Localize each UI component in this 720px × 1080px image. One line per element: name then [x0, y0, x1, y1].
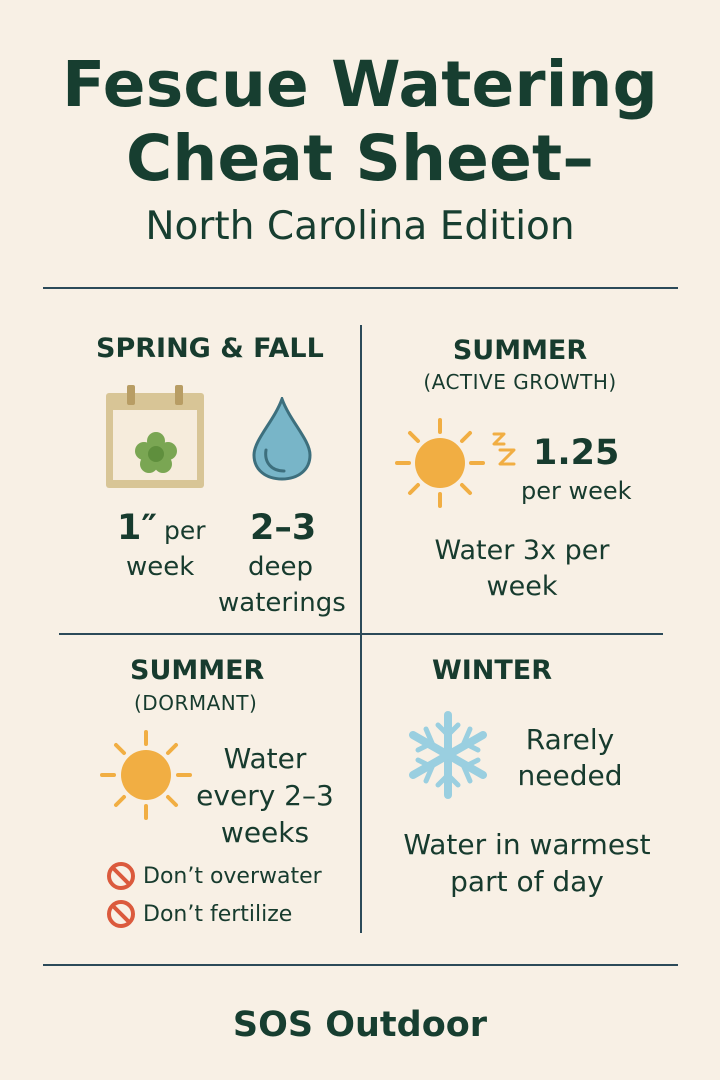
spring-fall-heading: SPRING & FALL: [96, 333, 324, 364]
summer-active-frequency-1: Water 3x per: [434, 535, 610, 566]
footer-divider: [43, 964, 678, 966]
winter-needed-2: needed: [517, 759, 623, 792]
spring-fall-amount-unit-2: week: [126, 552, 195, 582]
warning-fertilize-text: Don’t fertilize: [143, 901, 293, 927]
summer-dormant-note: (DORMANT): [134, 691, 258, 715]
vertical-divider: [360, 325, 362, 933]
summer-active-note: (ACTIVE GROWTH): [423, 370, 617, 394]
summer-active-amount-value: 1.25: [533, 433, 620, 473]
spring-fall-waterings-value: 2–3: [250, 508, 317, 548]
subtitle: North Carolina Edition: [145, 204, 575, 249]
winter-tip-1: Water in warmest: [403, 828, 651, 861]
spring-fall-amount-unit-1: per: [164, 516, 206, 545]
spring-fall-waterings-text-2: waterings: [218, 588, 346, 618]
summer-dormant-water-1: Water: [223, 742, 307, 775]
warning-overwater-text: Don’t overwater: [143, 863, 322, 889]
sun-icon: [94, 729, 196, 821]
middle-divider: [59, 633, 663, 635]
header-divider: [43, 287, 678, 289]
title-line-2: Cheat Sheet–: [125, 122, 595, 195]
spring-fall-waterings-text-1: deep: [248, 552, 313, 582]
flower-icon: [133, 430, 179, 476]
summer-dormant-heading: SUMMER: [130, 655, 265, 686]
winter-tip-2: part of day: [450, 865, 604, 898]
summer-dormant-water-3: weeks: [220, 816, 310, 849]
prohibited-icon: [105, 860, 137, 892]
warning-overwater: Don’t overwater: [105, 860, 322, 892]
winter-heading: WINTER: [431, 655, 553, 686]
sleep-z-icon: [488, 430, 518, 468]
footer-brand: SOS Outdoor: [232, 1005, 488, 1045]
warning-fertilize: Don’t fertilize: [105, 898, 292, 930]
title-line-1: Fescue Watering: [62, 48, 658, 121]
winter-needed-1: Rarely: [525, 723, 615, 756]
snowflake-icon: [400, 707, 496, 803]
summer-active-amount-unit: per week: [521, 477, 632, 505]
sun-icon: [390, 417, 490, 509]
prohibited-icon: [105, 898, 137, 930]
summer-dormant-water-2: every 2–3: [196, 779, 334, 812]
summer-active-frequency-2: week: [486, 571, 558, 602]
summer-active-heading: SUMMER: [452, 335, 588, 366]
water-drop-icon: [252, 397, 312, 481]
spring-fall-amount-value: 1″: [117, 508, 157, 548]
